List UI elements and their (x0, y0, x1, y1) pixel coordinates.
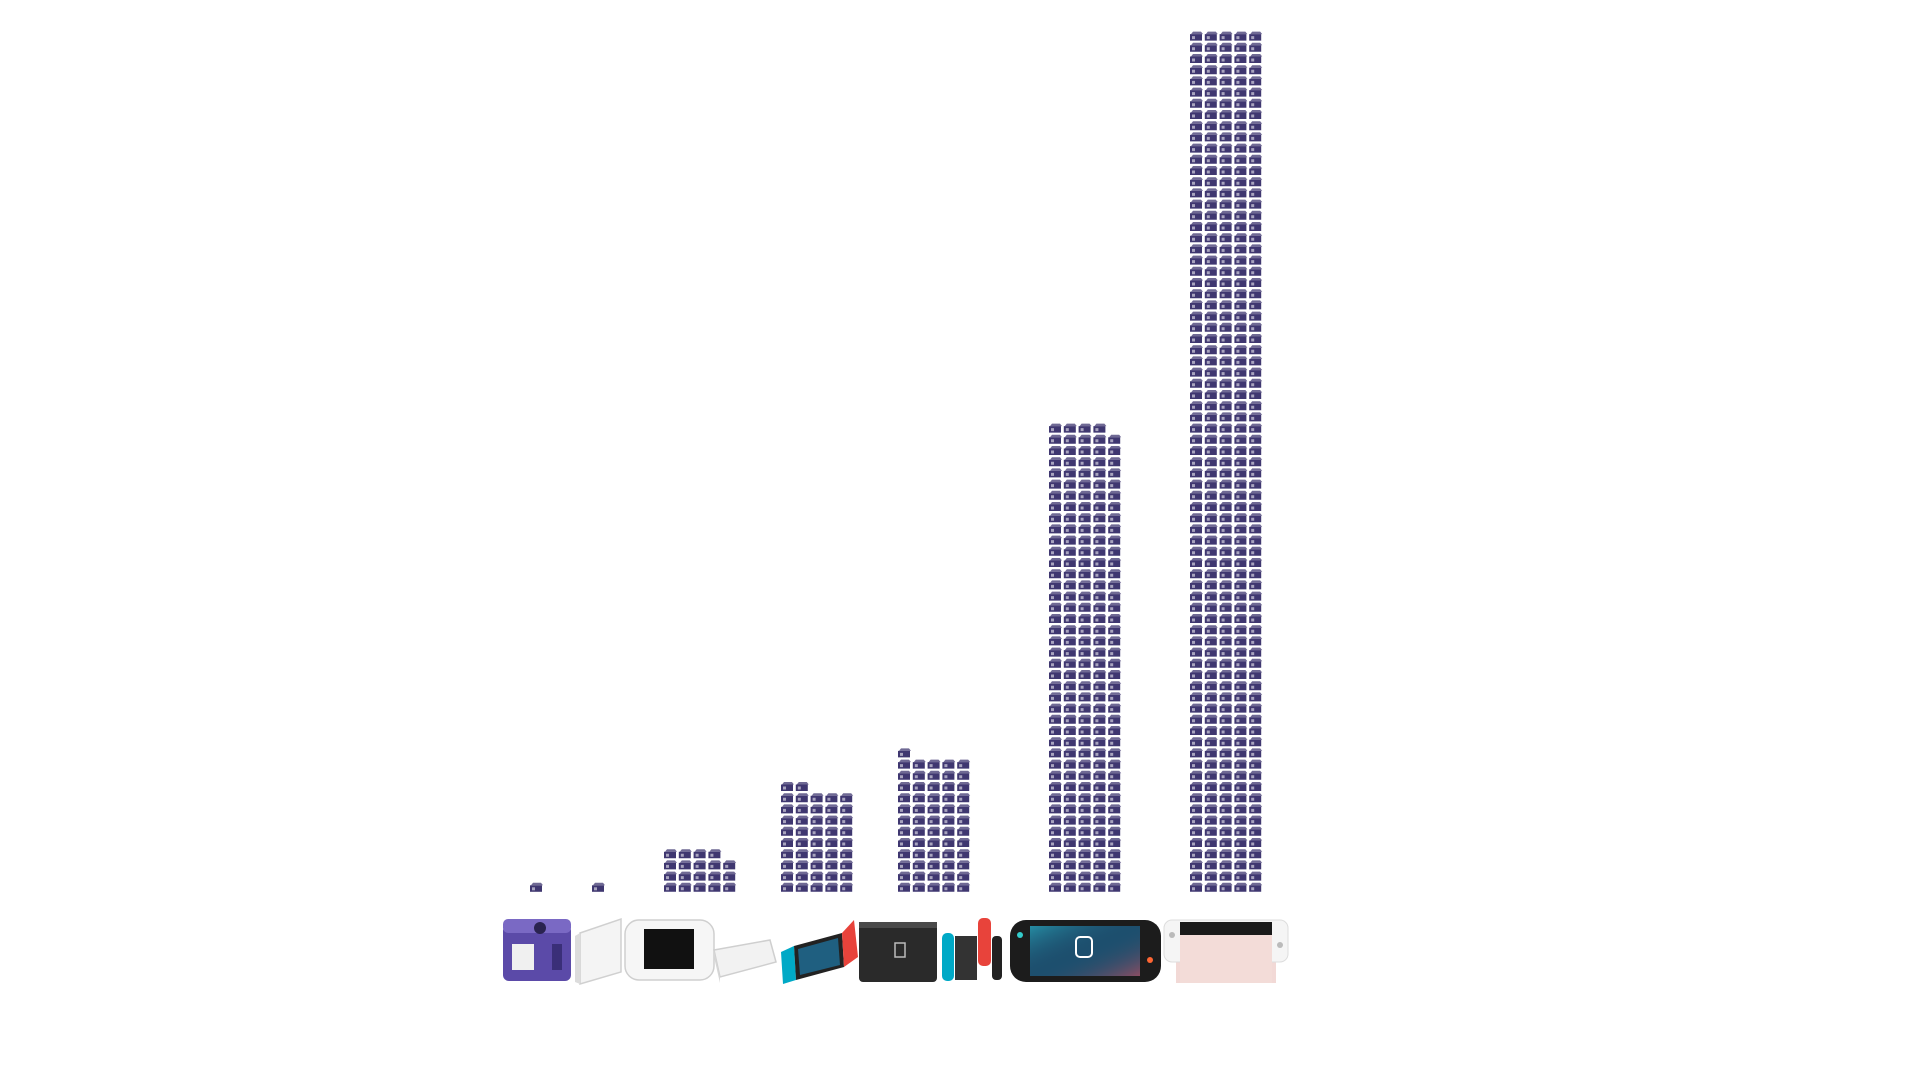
console-gamecube (503, 919, 571, 981)
console-wii-u (624, 919, 777, 983)
icon-column (664, 849, 737, 892)
icon-panel (532, 887, 535, 891)
icon-top (899, 748, 971, 886)
icon-top (1191, 31, 1263, 886)
icon-panel (900, 752, 963, 891)
icon-panel (594, 887, 597, 891)
icon-panel (1192, 36, 1255, 891)
console-switch-oled (1010, 920, 1161, 982)
icon-top (531, 882, 543, 886)
icon-column (898, 748, 971, 892)
icon-body (592, 885, 604, 892)
icon-panel (1051, 428, 1114, 891)
consoles (503, 917, 1289, 986)
icon-column (592, 882, 605, 892)
icon-column (1049, 423, 1122, 892)
console-wii (575, 917, 622, 986)
console-switch-2 (1163, 919, 1289, 983)
icon-body (530, 885, 542, 892)
icon-column (781, 782, 854, 892)
console-switch (781, 920, 858, 984)
icon-top (593, 882, 605, 886)
icon-column (530, 882, 543, 892)
icon-top (1050, 423, 1122, 886)
icon-body (1190, 34, 1262, 892)
console-switch-dock (859, 918, 1002, 982)
icon-column (1190, 31, 1263, 892)
